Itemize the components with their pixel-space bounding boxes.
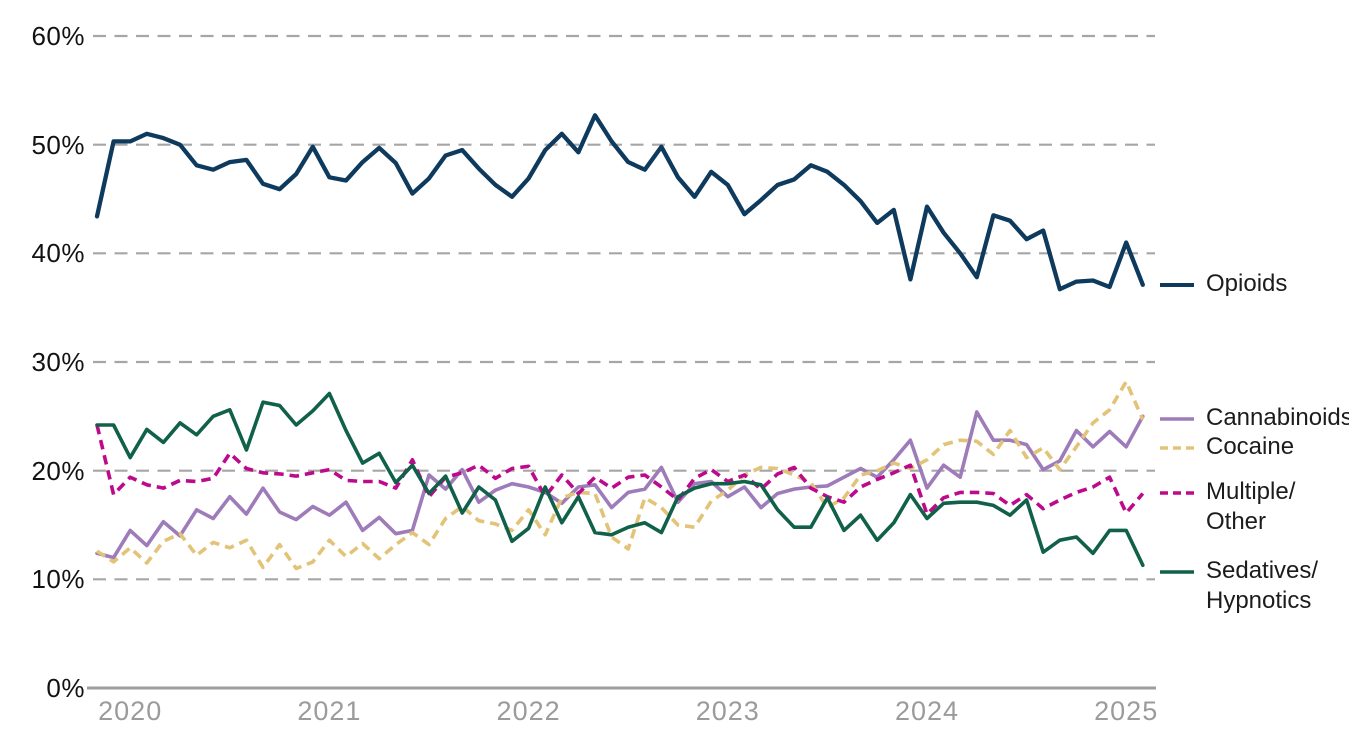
y-tick-label-30: 30% xyxy=(31,346,85,377)
y-tick-label-10: 10% xyxy=(31,564,85,595)
legend-item-cocaine: Cocaine xyxy=(1159,432,1294,462)
legend-item-multiple-other: Multiple/Other xyxy=(1159,477,1295,537)
opioids-legend-swatch-icon xyxy=(1160,283,1194,287)
legend-label-cocaine: Cocaine xyxy=(1206,433,1295,460)
sedatives-hypnotics-line xyxy=(95,391,1145,568)
cannabinoids-line xyxy=(95,410,1145,560)
cocaine-legend-swatch-icon xyxy=(1160,446,1194,450)
x-tick-label-2021: 2021 xyxy=(297,696,362,726)
x-tick-label-2025: 2025 xyxy=(1094,696,1159,726)
y-tick-label-60: 60% xyxy=(31,20,85,51)
legend-label-opioids: Opioids xyxy=(1206,270,1288,297)
x-tick-label-2022: 2022 xyxy=(496,696,561,726)
opioids-line xyxy=(94,113,1145,292)
multiple-other-legend-swatch-icon xyxy=(1160,491,1194,495)
x-tick-label-2020: 2020 xyxy=(98,696,163,726)
legend-label-sedatives-hypnotics: Sedatives/Hypnotics xyxy=(1206,557,1319,614)
y-tick-label-40: 40% xyxy=(31,238,85,269)
legend-label-multiple-other: Multiple/Other xyxy=(1206,478,1296,535)
x-tick-label-2023: 2023 xyxy=(695,696,760,726)
multiple-other-line xyxy=(95,424,1145,516)
y-tick-label-20: 20% xyxy=(31,455,85,486)
cocaine-line xyxy=(96,379,1145,571)
legend-item-sedatives-hypnotics: Sedatives/Hypnotics xyxy=(1159,556,1318,616)
y-tick-label-0: 0% xyxy=(46,673,85,703)
y-tick-label-50: 50% xyxy=(31,129,85,160)
sedatives-hypnotics-legend-swatch-icon xyxy=(1160,570,1194,574)
legend-item-cannabinoids: Cannabinoids xyxy=(1159,403,1349,433)
legend-label-cannabinoids: Cannabinoids xyxy=(1206,404,1349,431)
x-tick-label-2024: 2024 xyxy=(894,696,960,726)
cannabinoids-legend-swatch-icon xyxy=(1160,417,1194,421)
legend-item-opioids: Opioids xyxy=(1159,269,1287,299)
